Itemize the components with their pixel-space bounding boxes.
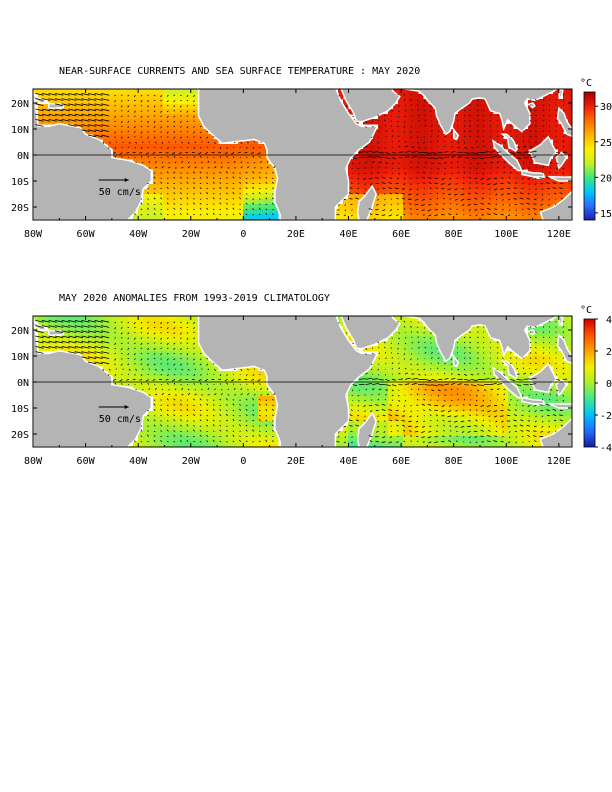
colorbar-label: 2 (606, 347, 612, 358)
temperature-field (33, 316, 572, 447)
colorbar-unit: °C (580, 305, 592, 316)
sst-map: 50 cm/s 20N 10N 0N 10S 20S 80W 60W 40W 20W 0 20E 40E… (11, 78, 612, 240)
colorbar-label: -2 (600, 411, 612, 422)
lon-label: 0 (240, 456, 246, 467)
lon-label: 100E (494, 229, 518, 240)
colorbar-label: 25 (600, 138, 612, 149)
lon-label: 20W (182, 456, 201, 467)
lat-label: 0N (17, 378, 29, 389)
map-area (33, 316, 572, 447)
lon-label: 80W (24, 456, 43, 467)
anomaly-map: 50 cm/s 20N 10N 0N 10S 20S 80W 60W 40W 20W 0 20E 40E… (11, 305, 612, 467)
sst-panel: NEAR-SURFACE CURRENTS AND SEA SURFACE TE… (0, 0, 612, 260)
lon-label: 80W (24, 229, 43, 240)
lon-label: 120E (547, 456, 571, 467)
scale-label: 50 cm/s (99, 414, 141, 425)
lat-label: 20S (11, 203, 29, 214)
lat-label: 10N (11, 352, 29, 363)
current-vectors (35, 320, 568, 444)
panel-title: NEAR-SURFACE CURRENTS AND SEA SURFACE TE… (59, 66, 421, 77)
lat-label: 10N (11, 125, 29, 136)
lon-label: 40E (339, 229, 357, 240)
colorbar-label: 4 (606, 315, 612, 326)
lat-label: 20S (11, 430, 29, 441)
colorbar (583, 91, 596, 221)
lon-label: 40E (339, 456, 357, 467)
map-area (33, 89, 572, 220)
panel-title: MAY 2020 ANOMALIES FROM 1993-2019 CLIMAT… (59, 293, 330, 304)
scale-arrowhead (124, 405, 129, 409)
lon-label: 120E (547, 229, 571, 240)
lat-label: 0N (17, 151, 29, 162)
lon-label: 20W (182, 229, 201, 240)
anomaly-panel: MAY 2020 ANOMALIES FROM 1993-2019 CLIMAT… (0, 227, 612, 487)
lat-label: 10S (11, 404, 29, 415)
lon-label: 40W (129, 229, 148, 240)
lon-label: 40W (129, 456, 148, 467)
scale-arrowhead (124, 178, 129, 182)
lon-label: 60E (392, 229, 410, 240)
current-vectors (35, 93, 568, 217)
lon-label: 80E (445, 456, 463, 467)
colorbar-label: 0 (606, 379, 612, 390)
lon-label: 0 (240, 229, 246, 240)
colorbar-label: 30 (600, 102, 612, 113)
colorbar-label: -4 (600, 443, 612, 454)
lon-label: 60E (392, 456, 410, 467)
lat-label: 20N (11, 326, 29, 337)
lon-label: 20E (287, 456, 305, 467)
colorbar-unit: °C (580, 78, 592, 89)
scale-label: 50 cm/s (99, 187, 141, 198)
land-mask (33, 316, 572, 447)
colorbar-label: 20 (600, 173, 612, 184)
lon-label: 60W (77, 456, 96, 467)
lon-label: 100E (494, 456, 518, 467)
lon-label: 60W (77, 229, 96, 240)
lon-label: 20E (287, 229, 305, 240)
land-mask (33, 89, 572, 220)
colorbar (583, 318, 596, 448)
lat-label: 20N (11, 99, 29, 110)
lat-label: 10S (11, 177, 29, 188)
colorbar-label: 15 (600, 209, 612, 220)
lon-label: 80E (445, 229, 463, 240)
